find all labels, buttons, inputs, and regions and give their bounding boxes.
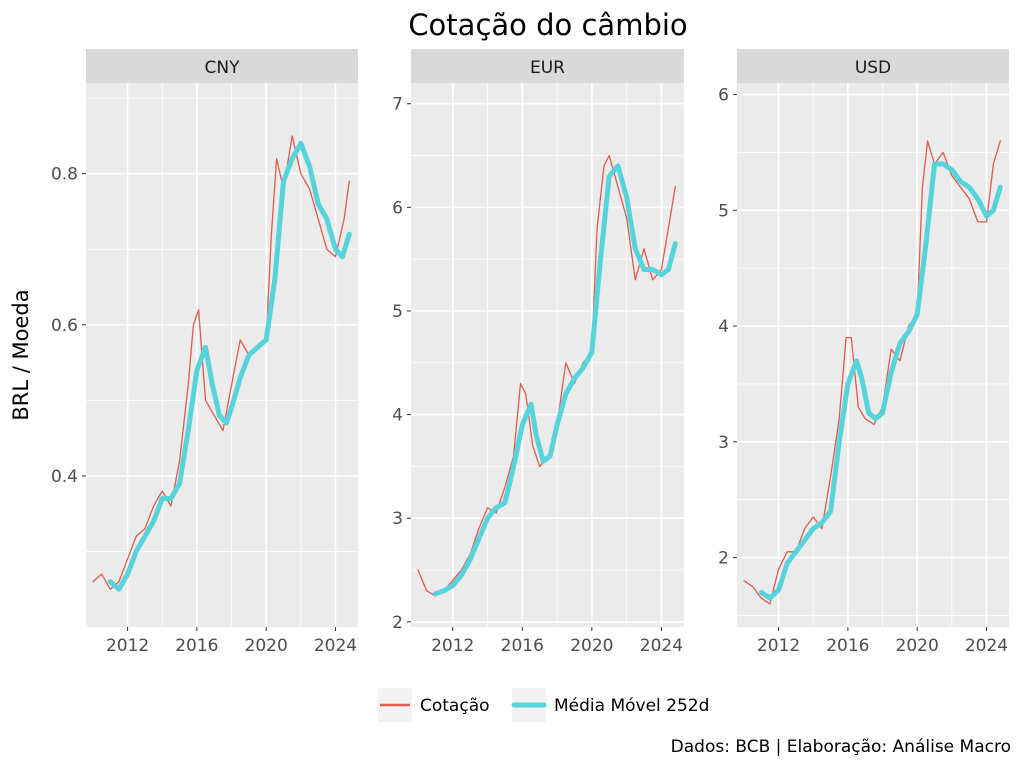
y-tick-label: 7 [392,95,403,115]
x-tick-label: 2024 [314,636,357,656]
panel-usd: USD 2012 2016 2020 2024 2 3 4 5 6 [718,49,1009,656]
x-tick-label: 2020 [245,636,288,656]
y-tick-label: 4 [392,406,403,426]
facet-panels: CNY 2012 2016 2020 2024 0.4 0.6 0.8 EUR 2012 2016 2… [51,49,1009,656]
facet-strip-eur [411,49,684,83]
series-line-media-movel-cny [107,140,352,592]
x-tick-label: 2024 [965,636,1008,656]
chart-title: Cotação do câmbio [408,8,687,42]
y-tick-label: 5 [718,201,729,221]
y-tick-label: 6 [718,86,729,106]
facet-label-usd: USD [855,58,891,78]
y-tick-label: 2 [392,613,403,633]
x-tick-label: 2016 [826,636,869,656]
x-tick-label: 2024 [640,636,683,656]
y-tick-label: 6 [392,198,403,218]
x-tick-label: 2012 [106,636,149,656]
x-tick-label: 2016 [175,636,218,656]
x-tick-label: 2012 [431,636,474,656]
series-line-cotacao-cny [92,135,350,590]
x-tick-label: 2020 [570,636,613,656]
chart-caption: Dados: BCB | Elaboração: Análise Macro [671,737,1011,757]
y-tick-label: 3 [718,433,729,453]
x-tick-label: 2012 [757,636,800,656]
legend: Cotação Média Móvel 252d [378,688,709,722]
x-tick-label: 2016 [501,636,544,656]
panel-eur: EUR 2012 2016 2020 2024 2 3 4 5 6 7 [392,49,684,656]
legend-label-cotacao: Cotação [420,696,490,716]
facet-label-eur: EUR [530,58,565,78]
facet-strip-usd [737,49,1009,83]
y-axis-label: BRL / Moeda [9,289,33,420]
series-line-cotacao-usd [743,140,1001,605]
x-tick-label: 2020 [896,636,939,656]
y-tick-label: 2 [718,549,729,569]
panel-background-usd [737,83,1009,627]
y-tick-label: 4 [718,317,729,337]
series-line-media-movel-usd [758,161,1003,601]
panel-cny: CNY 2012 2016 2020 2024 0.4 0.6 0.8 [51,49,358,656]
panel-background-eur [411,83,684,627]
y-tick-label: 0.6 [51,316,78,336]
series-line-media-movel-eur [432,163,678,597]
facet-label-cny: CNY [205,58,241,78]
y-tick-label: 0.4 [51,467,78,487]
y-tick-label: 5 [392,302,403,322]
facet-strip-cny [86,49,358,83]
y-tick-label: 3 [392,509,403,529]
y-tick-label: 0.8 [51,165,78,185]
legend-label-media-movel: Média Móvel 252d [554,696,709,716]
